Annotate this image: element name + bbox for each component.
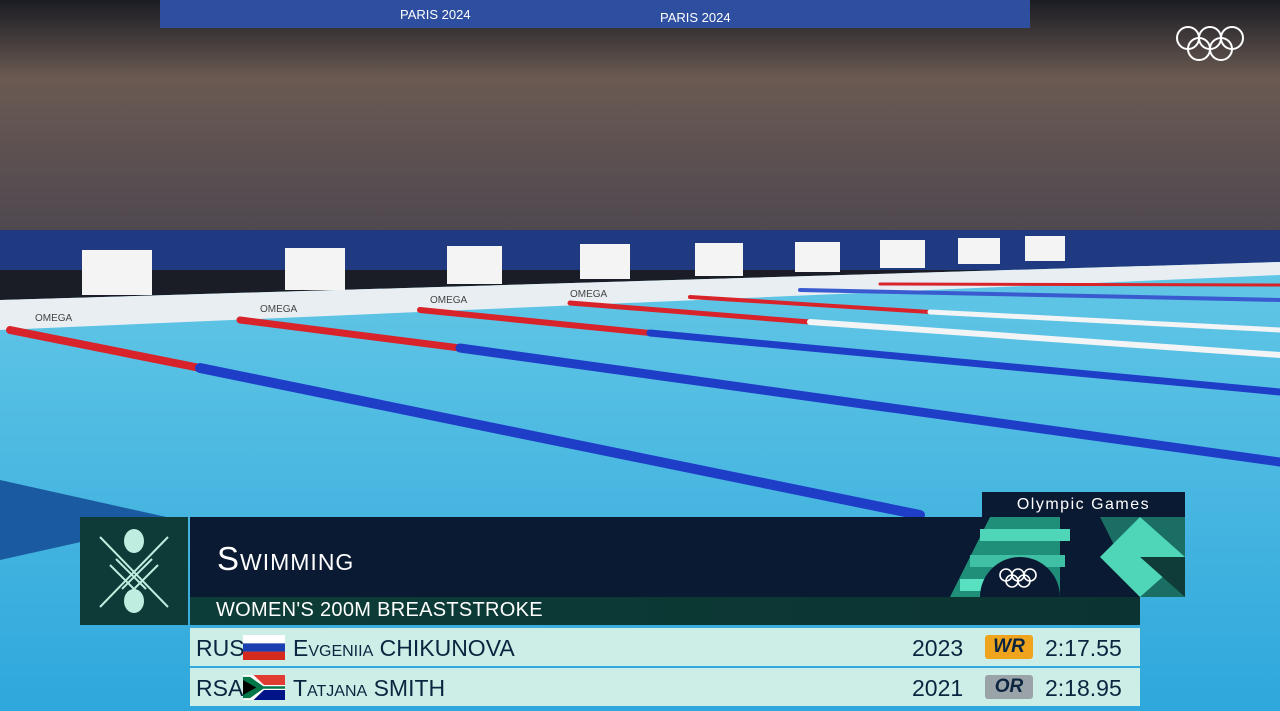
sponsor-board: OMEGA	[35, 313, 73, 324]
record-year: 2023	[912, 635, 964, 661]
swimming-pictogram-icon	[99, 529, 169, 613]
sponsor-board: OMEGA	[260, 304, 298, 315]
starting-blocks	[82, 236, 1065, 295]
russia-flag-icon	[243, 635, 285, 660]
pool-deck	[0, 262, 1280, 330]
athlete-name: Tatjana SMITH	[293, 675, 446, 701]
crowd-stands	[0, 0, 1280, 260]
record-badge-wr: WR	[985, 635, 1033, 659]
sponsor-board: OMEGA	[570, 289, 608, 300]
record-time: 2:18.95	[1045, 675, 1122, 701]
record-badge-or: OR	[985, 675, 1033, 699]
olympic-rings-logo	[1176, 26, 1244, 61]
record-row: RSA Tatjana SMITH 2021 OR 2:18.95	[190, 668, 1140, 706]
event-bar	[190, 597, 1140, 625]
athlete-name: Evgeniia CHIKUNOVA	[293, 635, 515, 661]
record-year: 2021	[912, 675, 964, 701]
banner-text: PARIS 2024	[660, 10, 731, 25]
south-africa-flag-icon	[243, 675, 285, 700]
olympic-rings-icon	[999, 568, 1037, 588]
sport-title: Swimming	[217, 540, 355, 577]
lane-ropes	[6, 282, 1280, 520]
banner-text: PARIS 2024	[400, 7, 471, 22]
olympic-games-label: Olympic Games	[982, 492, 1185, 517]
country-code: RSA	[196, 675, 244, 701]
pool-wall	[0, 230, 1280, 270]
event-title: WOMEN'S 200M BREASTSTROKE	[216, 599, 543, 621]
country-code: RUS	[196, 635, 245, 661]
record-row: RUS Evgeniia CHIKUNOVA 2023 WR 2:17.55	[190, 628, 1140, 666]
record-time: 2:17.55	[1045, 635, 1122, 661]
paris-banner	[160, 0, 1030, 28]
sport-pictogram	[80, 517, 188, 625]
sponsor-board: OMEGA	[430, 295, 468, 306]
paris-look-graphic	[950, 517, 1185, 597]
